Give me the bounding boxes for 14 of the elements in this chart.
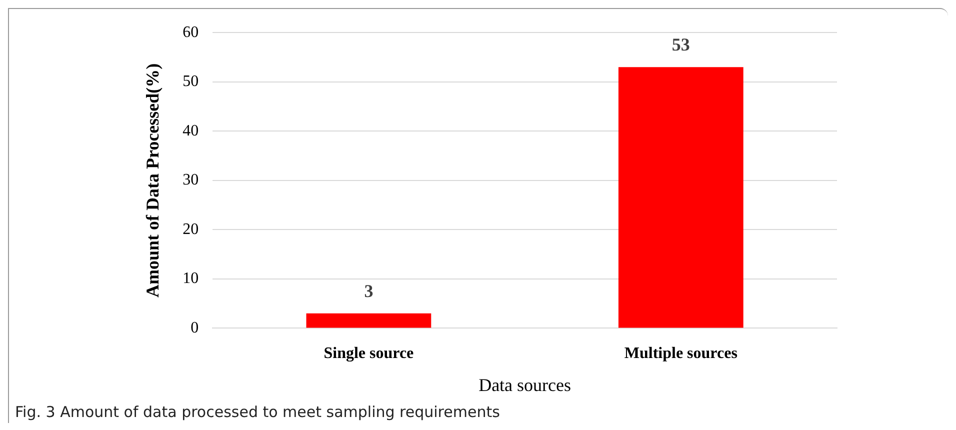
x-tick-label: Multiple sources — [624, 344, 738, 362]
y-tick-label: 10 — [182, 270, 199, 288]
caption: Fig. 3 Amount of data processed to meet sampling requirements — [14, 402, 501, 423]
x-tick-label: Single source — [324, 344, 414, 362]
data-label: 53 — [672, 34, 690, 55]
x-axis-title: Data sources — [478, 374, 572, 395]
y-tick-label: 20 — [182, 220, 199, 238]
y-tick-label: 40 — [182, 122, 199, 140]
y-tick-label: 60 — [182, 24, 199, 41]
y-axis-title: Amount of Data Processed(%) — [142, 63, 162, 298]
y-tick-label: 30 — [182, 172, 199, 189]
data-label: 3 — [364, 281, 374, 302]
y-tick-label: 0 — [190, 319, 199, 336]
y-tick-label: 50 — [182, 73, 199, 90]
